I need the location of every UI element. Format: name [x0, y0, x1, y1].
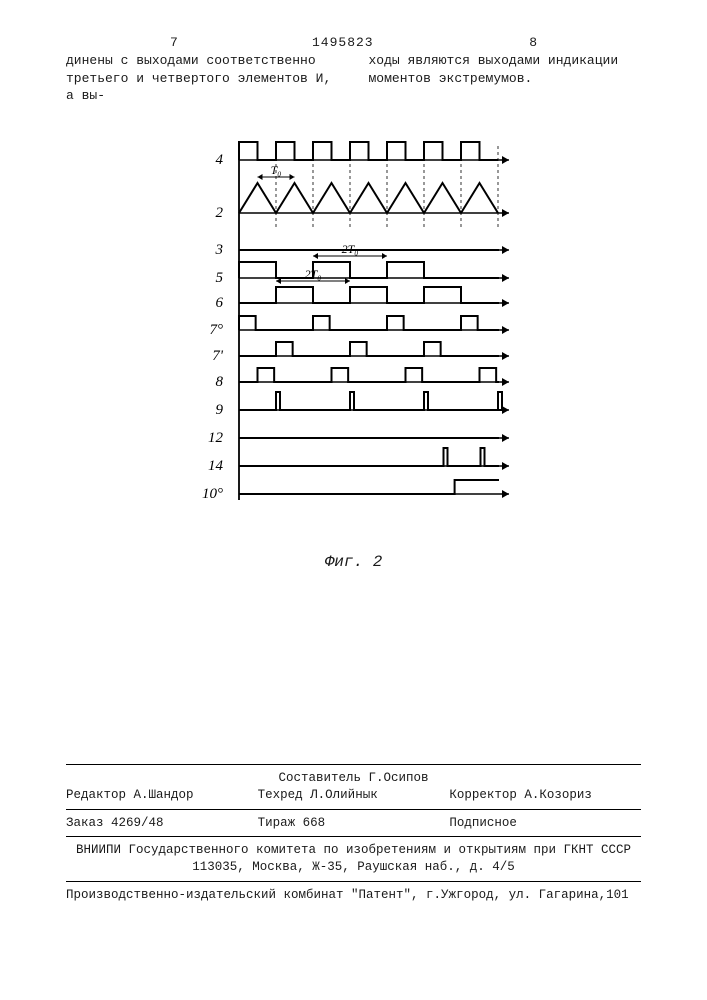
footer-compiler: Составитель Г.Осипов — [66, 770, 641, 787]
svg-text:T₀: T₀ — [270, 163, 281, 177]
footer-techred: Техред Л.Олийнык — [258, 787, 450, 804]
timing-diagram: 4t2tT₀35t2T₀6t2T₀7°t7't89t12t14t10°t — [189, 138, 519, 538]
figure-caption: Фиг. 2 — [0, 552, 707, 574]
svg-text:8: 8 — [215, 374, 223, 390]
footer-press: Производственно-издательский комбинат "П… — [66, 887, 641, 904]
body-text: динены с выходами соответственно третьег… — [66, 52, 641, 105]
body-left-column: динены с выходами соответственно третьег… — [66, 52, 339, 105]
svg-text:2T₀: 2T₀ — [341, 242, 358, 256]
patent-number: 1495823 — [312, 34, 374, 52]
page: { "header": { "left_col_num": "7", "pate… — [0, 0, 707, 1000]
svg-text:6: 6 — [215, 295, 223, 311]
footer: Составитель Г.Осипов Редактор А.Шандор Т… — [66, 759, 641, 904]
figure-2: 4t2tT₀35t2T₀6t2T₀7°t7't89t12t14t10°t Фиг… — [0, 138, 707, 573]
svg-text:5: 5 — [215, 270, 223, 286]
svg-text:3: 3 — [214, 242, 223, 258]
svg-text:7': 7' — [212, 348, 224, 364]
svg-text:14: 14 — [208, 458, 224, 474]
svg-text:4: 4 — [215, 152, 223, 168]
footer-order: Заказ 4269/48 — [66, 815, 258, 832]
footer-org2: 113035, Москва, Ж-35, Раушская наб., д. … — [66, 859, 641, 876]
column-number-right: 8 — [529, 34, 537, 52]
body-right-column: ходы являются выходами индикации моменто… — [369, 52, 642, 105]
footer-subscription: Подписное — [449, 815, 641, 832]
svg-text:10°: 10° — [202, 486, 223, 502]
footer-editor: Редактор А.Шандор — [66, 787, 258, 804]
svg-text:12: 12 — [208, 430, 224, 446]
footer-tirage: Тираж 668 — [258, 815, 450, 832]
footer-org1: ВНИИПИ Государственного комитета по изоб… — [66, 842, 641, 859]
svg-text:9: 9 — [215, 402, 223, 418]
svg-text:2T₀: 2T₀ — [304, 267, 321, 281]
footer-corrector: Корректор А.Козориз — [449, 787, 641, 804]
column-number-left: 7 — [170, 34, 178, 52]
svg-text:2: 2 — [215, 205, 223, 221]
svg-text:7°: 7° — [209, 322, 223, 338]
